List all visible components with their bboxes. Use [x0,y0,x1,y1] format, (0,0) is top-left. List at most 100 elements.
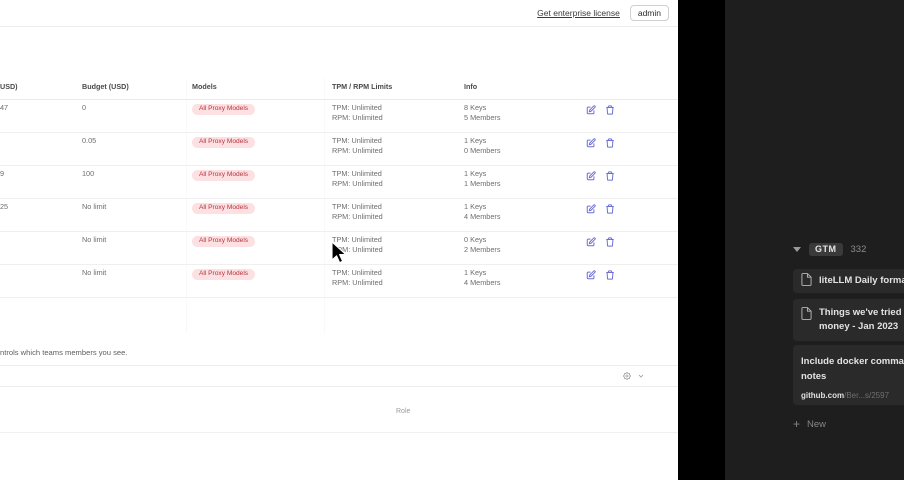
note-title: Include docker comma notes [801,356,904,383]
cell-actions [564,166,678,181]
admin-account-button[interactable]: admin [629,4,669,22]
column-header-limits: TPM / RPM Limits [332,82,393,91]
cell-spend: 25 [0,202,9,211]
cell-limits: TPM: Unlimited RPM: Unlimited [332,232,464,254]
members-count: 2 Members [464,244,501,254]
members-table-divider [0,432,678,433]
table-row[interactable]: No limit All Proxy Models TPM: Unlimited… [0,265,678,298]
members-count: 1 Members [464,178,501,188]
members-count: 4 Members [464,277,501,287]
plus-icon: + [793,417,801,431]
tpm-value: TPM: Unlimited [332,103,382,112]
members-count: 0 Members [464,145,501,155]
table-row[interactable]: No limit All Proxy Models TPM: Unlimited… [0,232,678,265]
note-title: liteLLM Daily forma [819,275,904,287]
cell-actions [564,199,678,214]
group-tag-label[interactable]: GTM [809,243,843,256]
column-header-models: Models [192,82,217,91]
rpm-value: RPM: Unlimited [332,112,383,122]
all-proxy-models-badge: All Proxy Models [192,169,256,182]
edit-icon[interactable] [586,138,596,148]
cell-budget: No limit [82,235,107,244]
cell-spend: 9 [0,169,5,178]
cell-models: All Proxy Models [192,100,332,116]
new-note-label: New [807,418,827,430]
gear-icon[interactable] [623,367,631,385]
all-proxy-models-badge: All Proxy Models [192,136,256,149]
cell-models: All Proxy Models [192,133,332,149]
chevron-down-icon[interactable] [793,247,801,252]
members-filter-bar [0,365,678,387]
edit-icon[interactable] [586,204,596,214]
delete-icon[interactable] [605,138,615,148]
cell-info: 0 Keys 2 Members [464,232,564,254]
tpm-value: TPM: Unlimited [332,235,382,244]
top-bar: Get enterprise license admin [0,0,678,26]
cell-limits: TPM: Unlimited RPM: Unlimited [332,199,464,221]
cell-info: 1 Keys 4 Members [464,199,564,221]
tpm-value: TPM: Unlimited [332,169,382,178]
edit-icon[interactable] [586,105,596,115]
rpm-value: RPM: Unlimited [332,211,383,221]
keys-count: 8 Keys [464,103,487,112]
get-enterprise-license-link[interactable]: Get enterprise license [537,8,620,18]
members-visibility-note: ntrols which teams members you see. [0,348,128,357]
note-card[interactable]: Include docker comma notes github.com/Be… [793,345,904,405]
cell-limits: TPM: Unlimited RPM: Unlimited [332,265,464,287]
edit-icon[interactable] [586,171,596,181]
column-header-actions [564,78,678,82]
table-row[interactable]: 0.05 All Proxy Models TPM: Unlimited RPM… [0,133,678,166]
delete-icon[interactable] [605,237,615,247]
table-row[interactable]: 25 No limit All Proxy Models TPM: Unlimi… [0,199,678,232]
column-header-role: Role [396,407,411,415]
cell-limits: TPM: Unlimited RPM: Unlimited [332,133,464,155]
cell-limits: TPM: Unlimited RPM: Unlimited [332,100,464,122]
all-proxy-models-badge: All Proxy Models [192,235,256,248]
tpm-value: TPM: Unlimited [332,136,382,145]
cell-budget: 100 [82,169,95,178]
table-row[interactable]: 47 0 All Proxy Models TPM: Unlimited RPM… [0,100,678,133]
column-header-budget: Budget (USD) [82,82,129,91]
keys-count: 0 Keys [464,235,487,244]
document-icon [801,272,812,291]
all-proxy-models-badge: All Proxy Models [192,268,256,281]
cell-models: All Proxy Models [192,166,332,182]
delete-icon[interactable] [605,105,615,115]
cell-budget: 0 [82,103,87,112]
link-host: github.com [801,391,845,401]
rpm-value: RPM: Unlimited [332,145,383,155]
note-card[interactable]: liteLLM Daily forma [793,269,904,293]
cell-budget: No limit [82,202,107,211]
chevron-down-icon[interactable] [637,367,645,385]
cell-budget: 0.05 [82,136,97,145]
delete-icon[interactable] [605,270,615,280]
keys-count: 1 Keys [464,169,487,178]
cell-actions [564,133,678,148]
rpm-value: RPM: Unlimited [332,178,383,188]
new-note-button[interactable]: + New [793,418,826,430]
cell-info: 1 Keys 4 Members [464,265,564,287]
all-proxy-models-badge: All Proxy Models [192,103,256,116]
group-item-count: 332 [850,244,867,255]
edit-icon[interactable] [586,270,596,280]
keys-count: 1 Keys [464,202,487,211]
delete-icon[interactable] [605,171,615,181]
keys-count: 1 Keys [464,136,487,145]
teams-table: USD) Budget (USD) Models TPM / RPM Limit… [0,78,678,298]
note-source-link[interactable]: github.com/Ber...s/2597 [801,391,889,400]
cell-limits: TPM: Unlimited RPM: Unlimited [332,166,464,188]
delete-icon[interactable] [605,204,615,214]
note-card[interactable]: Things we've tried money - Jan 2023 [793,299,904,341]
window-gutter [678,0,725,480]
cell-spend [0,133,80,136]
cell-info: 1 Keys 0 Members [464,133,564,155]
cell-spend: 47 [0,103,9,112]
cell-spend [0,265,80,268]
tpm-value: TPM: Unlimited [332,268,382,277]
group-header-gtm: GTM 332 [793,243,866,256]
note-title: Things we've tried money - Jan 2023 [819,307,902,332]
cell-info: 8 Keys 5 Members [464,100,564,122]
table-row[interactable]: 9 100 All Proxy Models TPM: Unlimited RP… [0,166,678,199]
edit-icon[interactable] [586,237,596,247]
members-count: 5 Members [464,112,501,122]
